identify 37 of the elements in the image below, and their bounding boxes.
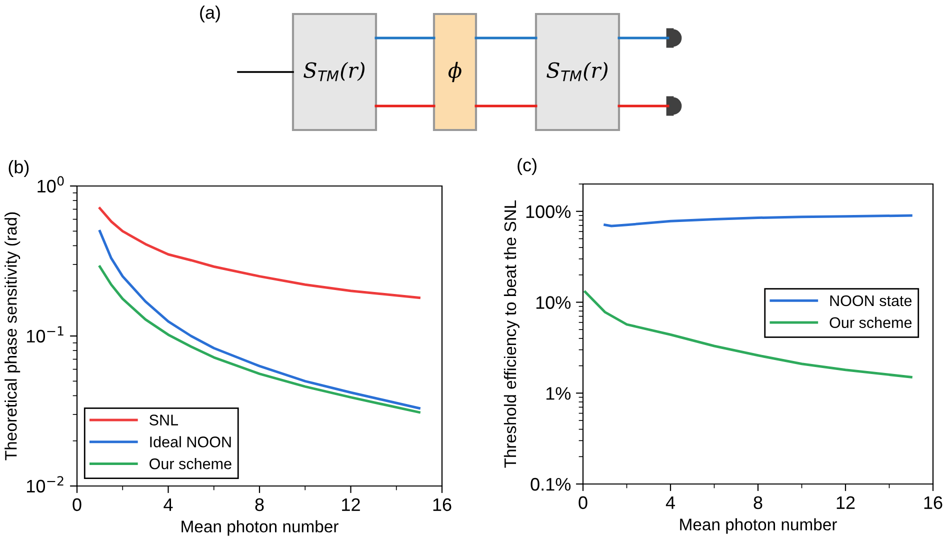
x-tick-label: 8 (754, 496, 762, 510)
y-tick-label: 10$^{−2}$ (27, 476, 64, 493)
y-axis-title: Theoretical phase sensitivity (rad) (4, 212, 20, 460)
text: (a) (200, 6, 220, 22)
line-series (584, 290, 912, 378)
x-tick-label: 4 (666, 496, 675, 509)
y-tick-label: 0.1% (530, 478, 571, 491)
x-tick-label: 4 (164, 498, 173, 511)
x-tick-label: 16 (433, 498, 452, 512)
y-tick-label: 100% (526, 205, 571, 218)
chart-title: (b) (8, 160, 29, 177)
x-tick-label: 8 (255, 498, 264, 512)
y-tick-label: 1% (546, 387, 571, 400)
legend-label: Our scheme (830, 316, 912, 328)
line-series (98, 230, 420, 410)
text: S$_{TM}$(r) (304, 62, 364, 82)
y-tick-label: 10% (536, 296, 571, 309)
x-tick-label: 12 (342, 498, 360, 511)
x-tick-label: 0 (578, 496, 588, 510)
legend-label: SNL (150, 414, 178, 426)
legend-label: Our scheme (150, 458, 232, 470)
x-tick-label: 16 (924, 496, 942, 510)
y-axis-title: Threshold efficiency to beat the SNL (504, 200, 520, 468)
chart-title: (c) (518, 158, 536, 175)
legend-label: NOON state (830, 295, 912, 306)
x-axis-title: Mean photon number (680, 518, 837, 534)
line-series (98, 207, 420, 299)
line-series (98, 265, 420, 414)
legend-label: Ideal NOON (150, 436, 231, 448)
text: S$_{TM}$(r) (546, 62, 608, 82)
x-tick-label: 12 (836, 496, 855, 509)
x-tick-label: 0 (72, 498, 82, 512)
y-tick-label: 10$^{−1}$ (27, 326, 64, 343)
text: ϕ (448, 62, 462, 82)
line-series (604, 214, 912, 228)
y-tick-label: 10$^{0}$ (38, 176, 64, 193)
x-axis-title: Mean photon number (182, 520, 338, 536)
